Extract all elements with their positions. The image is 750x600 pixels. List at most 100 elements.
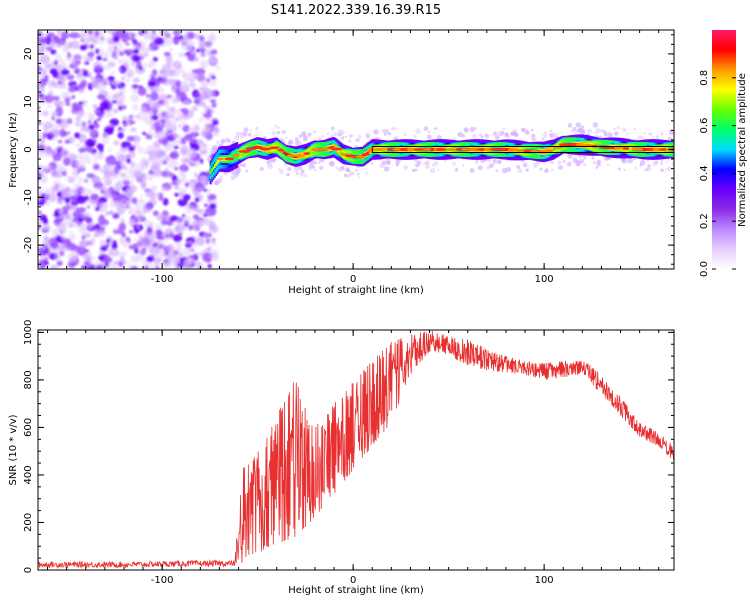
noise-blob [138,198,144,204]
noise-blob [75,116,82,122]
ridge-halo-dot [313,130,316,133]
noise-blob [67,252,77,263]
noise-blob [68,32,80,39]
ridge-core [245,147,257,151]
noise-blob [81,265,87,269]
noise-blob [194,252,200,256]
ridge-halo-dot [484,133,490,139]
noise-blob [59,60,66,68]
noise-blob [112,79,121,87]
noise-blob [190,71,193,75]
ridge-halo-dot [671,161,674,166]
ridge-band-segment [368,150,371,154]
ridge-core [322,147,332,151]
noise-blob [163,156,170,162]
noise-blob [164,168,169,172]
noise-blob [93,200,98,204]
noise-blob [173,250,178,255]
ridge-halo-dot [571,129,574,132]
ridge-halo-dot [333,132,338,137]
noise-blob [130,265,139,269]
noise-blob [113,260,119,266]
noise-blob [45,64,51,69]
noise-blob [98,77,108,85]
ridge-halo-dot [286,172,290,177]
noise-blob [62,131,68,137]
noise-blob [98,196,108,204]
noise-blob [123,244,127,249]
noise-blob [198,182,204,188]
colorbar-tick-label: 0.8 [699,70,710,86]
snr-panel: -100 0 100 0 200 400 600 800 1000 Height of str… [8,320,675,596]
ridge-core [489,148,501,151]
noise-blob [209,99,217,103]
noise-blob [139,106,148,115]
noise-blob [201,66,206,69]
noise-blob [195,263,204,269]
noise-blob [38,133,42,137]
noise-blob [212,125,220,133]
noise-blob [151,69,158,76]
noise-blob [167,140,176,148]
noise-blob [103,170,111,178]
noise-blob [152,210,159,217]
ridge-band-segment [337,149,340,152]
ridge-halo-dot [558,165,563,170]
ridge-halo-dot [660,159,663,162]
ridge-band-segment [666,148,669,151]
noise-blob [126,167,134,174]
noise-blob [141,247,147,252]
noise-blob [65,175,73,180]
noise-blob [91,257,97,261]
noise-blob [44,257,49,261]
ridge-halo-dot [414,163,419,168]
ridge-halo-dot [281,130,286,134]
noise-blob [144,36,150,42]
noise-blob [160,76,167,84]
ridge-halo-dot [414,158,418,163]
ridge-core [255,146,263,149]
spectrogram-y-axis: -20 -10 0 10 20 [23,34,674,265]
noise-blob [98,111,104,119]
noise-blob [177,223,180,226]
noise-blob [160,219,168,226]
noise-blob [78,182,82,186]
noise-blob [50,264,58,269]
ridge-halo-dot [245,169,249,173]
noise-blob [183,99,190,106]
ridge-halo-dot [416,160,422,166]
ridge-halo-dot [277,126,280,129]
ridge-halo-dot [599,129,604,133]
noise-blob [139,225,143,228]
noise-blob [127,263,133,268]
noise-blob [174,184,180,191]
colorbar-label: Normalized spectral amplitude [737,73,748,227]
ridge-halo-dot [370,161,374,165]
noise-blob [59,250,65,257]
noise-blob [168,114,174,119]
ridge-halo-dot [348,139,352,144]
noise-blob [67,118,72,122]
noise-blob [170,128,177,135]
noise-blob [195,48,201,53]
noise-blob [76,73,80,79]
ridge-band-segment [333,145,336,149]
ridge-halo-dot [249,129,253,132]
ridge-halo-dot [513,132,519,138]
noise-blob [120,218,125,224]
ridge-halo-dot [647,164,651,168]
noise-blob [102,57,108,62]
noise-blob [199,60,209,69]
noise-blob [118,91,123,97]
noise-blob [85,145,94,153]
noise-blob [39,54,51,64]
noise-blob [136,47,146,57]
ridge-halo-dot [494,135,500,140]
ridge-halo-dot [214,180,220,186]
noise-blob [192,105,198,112]
ridge-halo-dot [310,161,314,164]
noise-blob [87,122,91,127]
ridge-core [436,148,448,151]
ridge-halo-dot [239,134,244,139]
noise-blob [186,240,194,245]
